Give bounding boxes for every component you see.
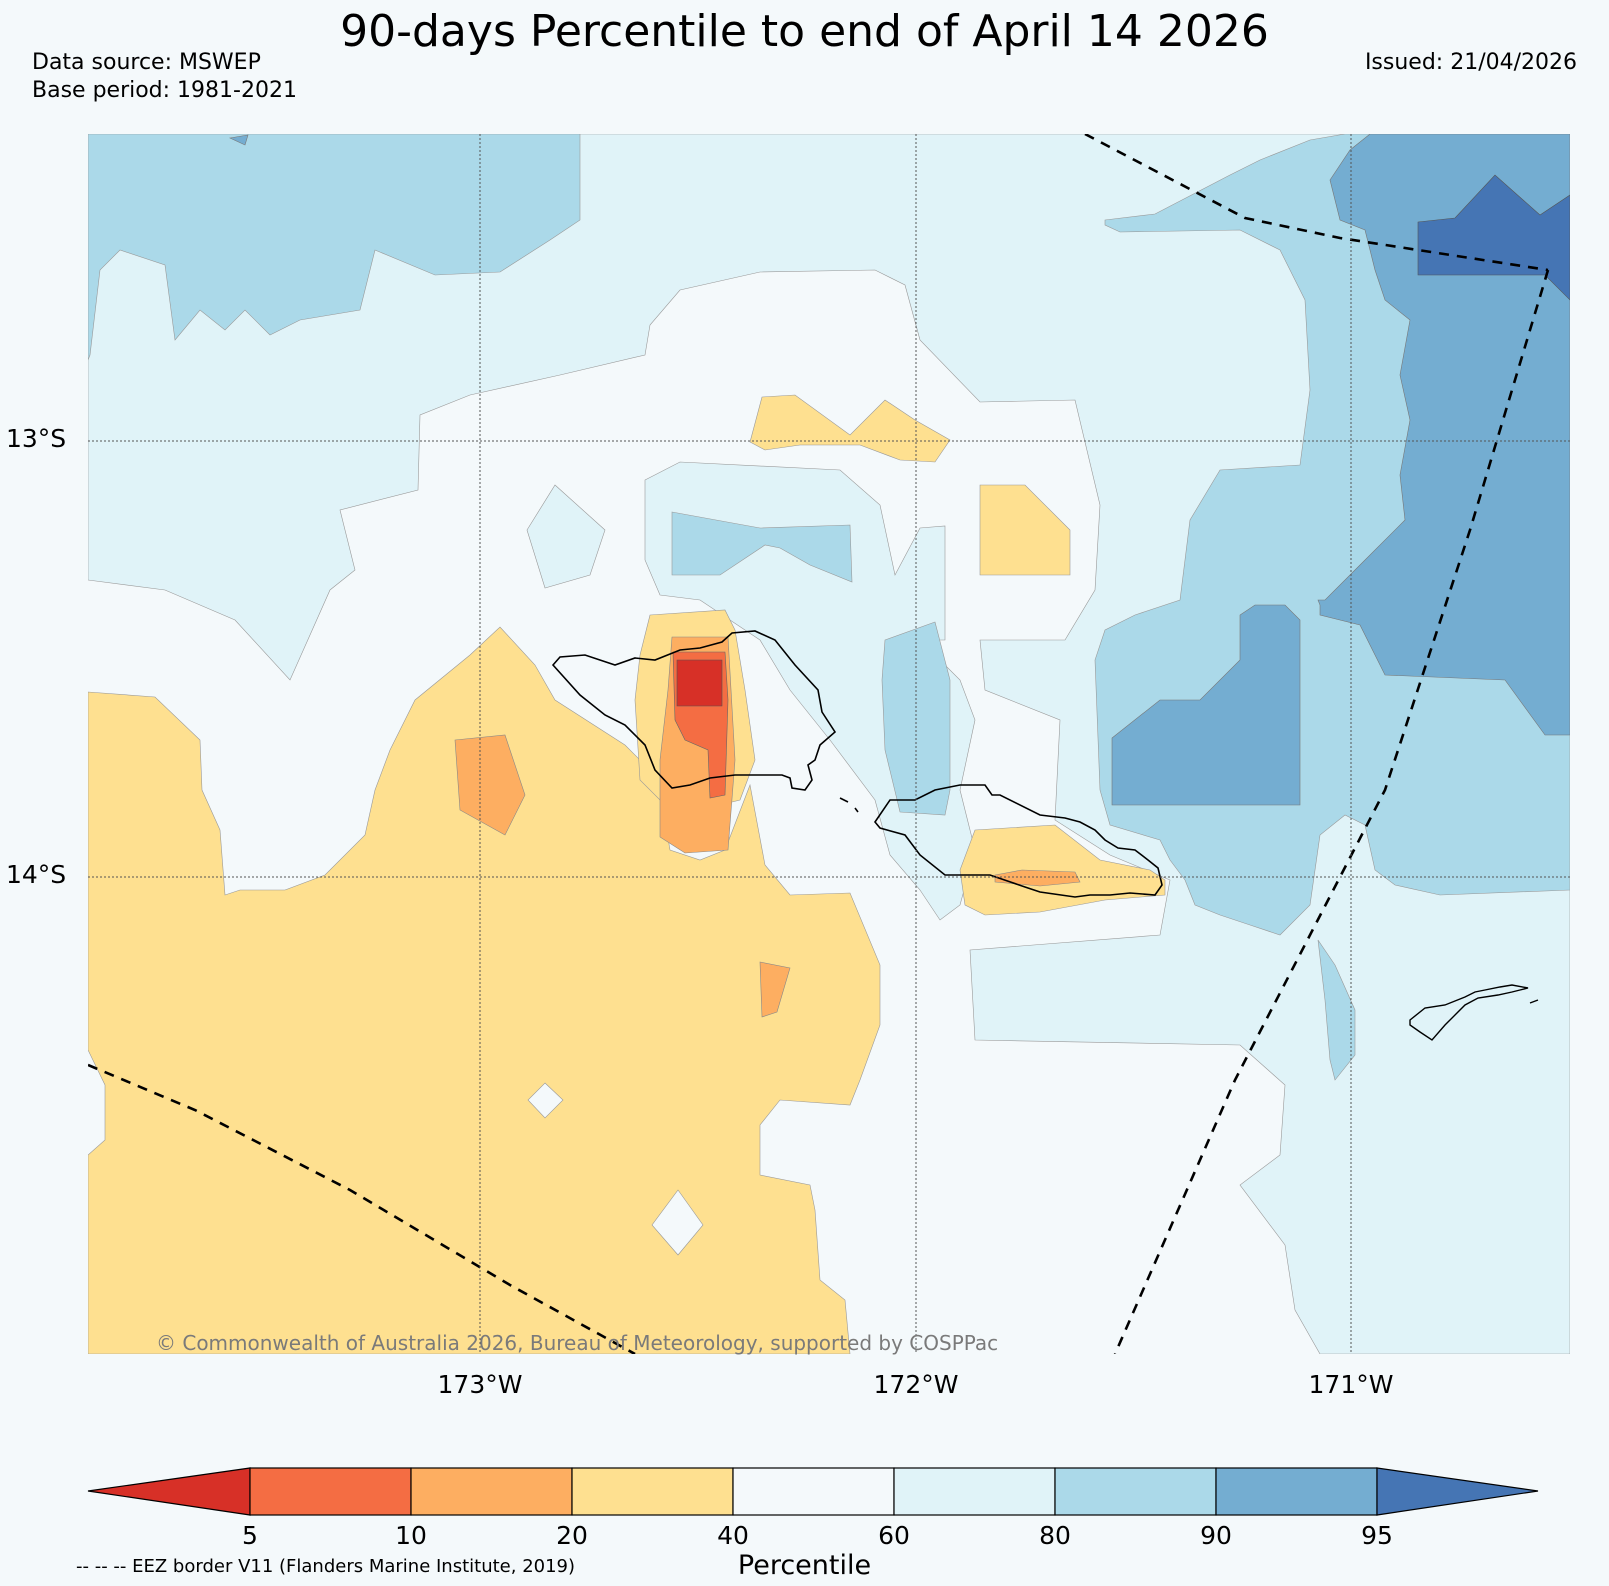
colorbar-60-80 — [893, 1467, 1056, 1516]
colorbar-tick-60: 60 — [878, 1521, 910, 1550]
gridlines — [88, 134, 1570, 1354]
colorbar-90-95 — [1215, 1467, 1378, 1516]
region-80-90-southeast-sliver — [1317, 939, 1356, 1081]
region-60-80-west-blob — [526, 484, 606, 589]
base-period-label: Base period: 1981-2021 — [32, 78, 297, 103]
colorbar-5-10 — [249, 1467, 412, 1516]
island-apolima — [839, 797, 859, 813]
region-20-40-north-blob — [749, 394, 951, 463]
colorbar-tick-40: 40 — [717, 1521, 749, 1550]
issued-date-label: Issued: 21/04/2026 — [1364, 50, 1577, 75]
map-frame — [88, 134, 1570, 1354]
eez-border-southwest — [88, 1063, 636, 1354]
region-10-20-island — [994, 869, 1081, 887]
colorbar-10-20 — [410, 1467, 573, 1516]
copyright-notice: © Commonwealth of Australia 2026, Bureau… — [156, 1331, 999, 1355]
colorbar-tick-90: 90 — [1200, 1521, 1232, 1550]
region-80-90-northwest — [88, 134, 581, 361]
region-90-95-sw-sliver — [228, 134, 249, 146]
lon-label-173w: 173°W — [437, 1370, 523, 1399]
colorbar-tick-10: 10 — [395, 1521, 427, 1550]
colorbar-80-90 — [1054, 1467, 1217, 1516]
region-20-40-east-blob — [979, 484, 1071, 576]
lon-label-171w: 171°W — [1308, 1370, 1394, 1399]
colorbar-tick-5: 5 — [242, 1521, 258, 1550]
hole-40-60-diamond-1 — [527, 1082, 564, 1119]
eez-border-east — [1113, 269, 1550, 1354]
colorbar-tick-20: 20 — [556, 1521, 588, 1550]
colorbar-tick-80: 80 — [1039, 1521, 1071, 1550]
lon-label-172w: 172°W — [873, 1370, 959, 1399]
colorbar-tick-95: 95 — [1361, 1521, 1393, 1550]
colorbar-40-60 — [732, 1467, 895, 1516]
eez-legend-note: -- -- -- EEZ border V11 (Flanders Marine… — [76, 1556, 576, 1577]
island-upolu — [873, 784, 1163, 898]
region-20-40-island-blob — [959, 824, 1166, 916]
region-80-90-inner — [671, 511, 853, 583]
data-source-label: Data source: MSWEP — [32, 50, 261, 75]
island-tutuila — [1409, 984, 1539, 1041]
lat-label-14s: 14°S — [6, 860, 67, 889]
hole-40-60-diamond-2 — [651, 1189, 704, 1256]
region-10-20-south — [759, 961, 791, 1018]
region-90-95-core — [1111, 604, 1301, 806]
colorbar-below-5 — [87, 1467, 251, 1516]
map-title: 90-days Percentile to end of April 14 20… — [340, 6, 1269, 57]
region-below-5 — [676, 659, 723, 707]
region-10-20-west — [454, 734, 526, 836]
colorbar-label: Percentile — [737, 1550, 872, 1581]
colorbar — [87, 1467, 1539, 1516]
eez-border-north — [1084, 134, 1549, 272]
colorbar-above-95 — [1376, 1467, 1539, 1516]
region-60-80-north — [88, 134, 1570, 1354]
region-90-95-east — [1317, 134, 1570, 736]
colorbar-20-40 — [571, 1467, 734, 1516]
island-savaii — [551, 630, 837, 791]
lat-label-13s: 13°S — [6, 424, 67, 453]
